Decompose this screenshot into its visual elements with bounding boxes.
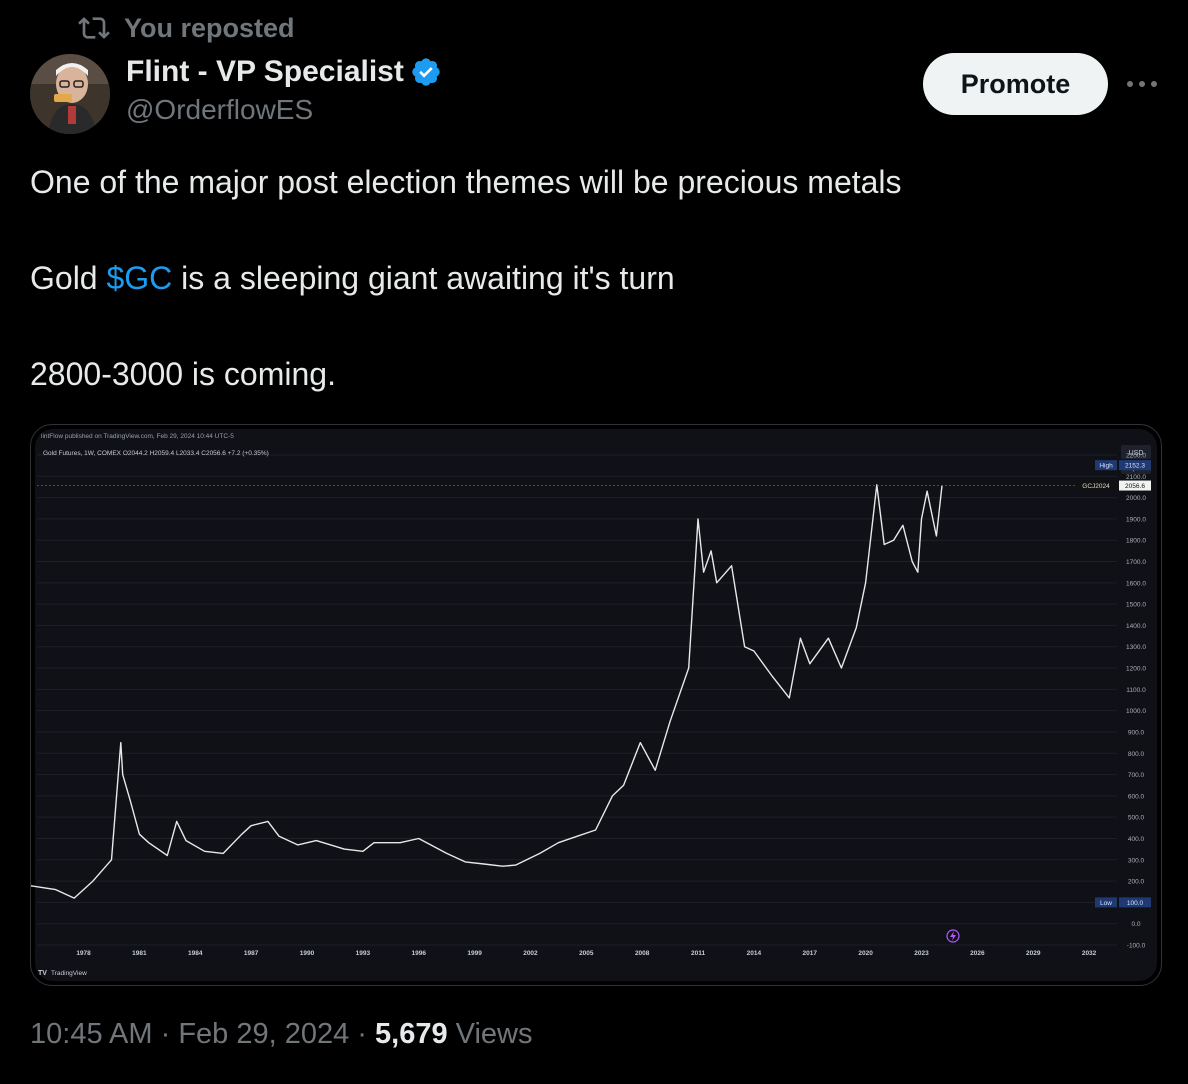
avatar[interactable] bbox=[30, 54, 110, 134]
x-tick-label: 2032 bbox=[1082, 950, 1097, 957]
x-tick-label: 1993 bbox=[356, 950, 371, 957]
y-tick-label: 1600.0 bbox=[1126, 580, 1146, 587]
y-tick-label: 1900.0 bbox=[1126, 516, 1146, 523]
price-line bbox=[31, 484, 943, 899]
y-tick-label: 2100.0 bbox=[1126, 474, 1146, 481]
x-tick-label: 1984 bbox=[188, 950, 203, 957]
x-axis: 1978 1981 1984 1987 1990 1993 1996 1999 2002 2005… bbox=[76, 950, 1096, 957]
high-label-bg bbox=[1095, 460, 1117, 471]
post-date[interactable]: Feb 29, 2024 bbox=[178, 1018, 350, 1050]
y-tick-label: 1500.0 bbox=[1126, 602, 1146, 609]
x-tick-label: 2002 bbox=[523, 950, 538, 957]
post-text-gold: Gold bbox=[30, 260, 107, 296]
y-tick-label: 1800.0 bbox=[1126, 538, 1146, 545]
x-tick-label: 2020 bbox=[858, 950, 873, 957]
chart-image[interactable]: lintFlow published on TradingView.com, F… bbox=[30, 424, 1162, 986]
views-label: Views bbox=[447, 1018, 533, 1050]
low-label-bg bbox=[1095, 897, 1117, 908]
y-tick-label: 300.0 bbox=[1128, 857, 1145, 864]
repost-indicator: You reposted bbox=[78, 10, 295, 46]
y-tick-label: 800.0 bbox=[1128, 751, 1145, 758]
post-meta: 10:45 AM · Feb 29, 2024 · 5,679 Views bbox=[30, 1018, 532, 1051]
currency-box bbox=[1121, 445, 1151, 459]
currency-label: USD bbox=[1129, 450, 1144, 457]
more-icon[interactable] bbox=[1124, 66, 1160, 102]
price-series bbox=[31, 484, 943, 899]
chart-grid bbox=[37, 454, 1117, 946]
symbol-label-bg bbox=[1075, 480, 1117, 491]
lightning-icon[interactable] bbox=[946, 929, 960, 943]
low-value-bg bbox=[1119, 897, 1151, 908]
x-tick-label: 1996 bbox=[411, 950, 426, 957]
low-label: Low bbox=[1100, 900, 1112, 907]
x-tick-label: 1978 bbox=[76, 950, 91, 957]
y-tick-label: 0.0 bbox=[1131, 921, 1140, 928]
y-tick-label: 2000.0 bbox=[1126, 495, 1146, 502]
y-tick-label: 600.0 bbox=[1128, 793, 1145, 800]
y-tick-label: 500.0 bbox=[1128, 815, 1145, 822]
last-value: 2056.6 bbox=[1125, 483, 1145, 490]
post-time[interactable]: 10:45 AM bbox=[30, 1018, 153, 1050]
x-tick-label: 2005 bbox=[579, 950, 594, 957]
view-count: 5,679 bbox=[375, 1018, 448, 1050]
x-tick-label: 1987 bbox=[244, 950, 259, 957]
low-value: 100.0 bbox=[1127, 900, 1144, 907]
x-tick-label: 2017 bbox=[803, 950, 818, 957]
symbol-label: GCJ2024 bbox=[1082, 483, 1110, 490]
author-name[interactable]: Flint - VP Specialist bbox=[126, 55, 404, 88]
tradingview-logo-icon: TV bbox=[38, 970, 47, 977]
x-tick-label: 2014 bbox=[747, 950, 762, 957]
post-text-line-2: Gold $GC is a sleeping giant awaiting it… bbox=[30, 260, 675, 297]
x-tick-label: 1981 bbox=[132, 950, 147, 957]
y-tick-label: 700.0 bbox=[1128, 772, 1145, 779]
x-tick-label: 1999 bbox=[467, 950, 482, 957]
author-handle[interactable]: @OrderflowES bbox=[126, 94, 314, 125]
y-tick-label: -100.0 bbox=[1127, 943, 1146, 950]
verified-badge-icon bbox=[412, 58, 440, 86]
x-tick-label: 2029 bbox=[1026, 950, 1041, 957]
y-tick-label: 1300.0 bbox=[1126, 644, 1146, 651]
author-header: Flint - VP Specialist @OrderflowES bbox=[126, 52, 442, 126]
tradingview-watermark: TradingView bbox=[51, 970, 87, 977]
post-text-rest: is a sleeping giant awaiting it's turn bbox=[172, 260, 675, 296]
x-tick-label: 2008 bbox=[635, 950, 650, 957]
y-tick-label: 2200.0 bbox=[1126, 453, 1146, 460]
price-markers: High 2152.3 GCJ2024 2056.6 Low 100.0 bbox=[37, 460, 1151, 908]
cashtag-link[interactable]: $GC bbox=[106, 260, 173, 296]
x-tick-label: 1990 bbox=[300, 950, 315, 957]
high-label: High bbox=[1099, 463, 1113, 470]
x-tick-label: 2023 bbox=[914, 950, 929, 957]
high-value-bg bbox=[1119, 460, 1151, 471]
y-tick-label: 1400.0 bbox=[1126, 623, 1146, 630]
y-tick-label: 1700.0 bbox=[1126, 559, 1146, 566]
y-axis: 2200.0 2100.0 2000.0 1900.0 1800.0 1700.0 1600… bbox=[1126, 453, 1146, 950]
post-text-line-1: One of the major post election themes wi… bbox=[30, 164, 902, 200]
y-tick-label: 1100.0 bbox=[1126, 687, 1146, 694]
high-value: 2152.3 bbox=[1125, 463, 1145, 470]
promote-button[interactable]: Promote bbox=[923, 53, 1108, 115]
y-tick-label: 900.0 bbox=[1128, 729, 1145, 736]
chart-published-info: lintFlow published on TradingView.com, F… bbox=[41, 433, 234, 440]
y-tick-label: 1200.0 bbox=[1126, 666, 1146, 673]
gold-price-chart: lintFlow published on TradingView.com, F… bbox=[31, 429, 1157, 981]
meta-separator-2: · bbox=[349, 1018, 376, 1050]
y-tick-label: 200.0 bbox=[1128, 879, 1145, 886]
y-tick-label: 1000.0 bbox=[1126, 708, 1146, 715]
meta-separator-1: · bbox=[152, 1018, 179, 1050]
chart-legend: Gold Futures, 1W, COMEX O2044.2 H2059.4 … bbox=[43, 450, 269, 457]
last-value-bg bbox=[1119, 480, 1151, 491]
x-tick-label: 2026 bbox=[970, 950, 985, 957]
y-tick-label: 400.0 bbox=[1128, 836, 1145, 843]
avatar-image bbox=[30, 54, 110, 134]
repost-label: You reposted bbox=[124, 12, 295, 43]
repost-icon bbox=[78, 17, 110, 39]
x-tick-label: 2011 bbox=[691, 950, 705, 957]
post-text-line-3: 2800-3000 is coming. bbox=[30, 356, 336, 392]
svg-text:TV: TV bbox=[38, 970, 47, 977]
